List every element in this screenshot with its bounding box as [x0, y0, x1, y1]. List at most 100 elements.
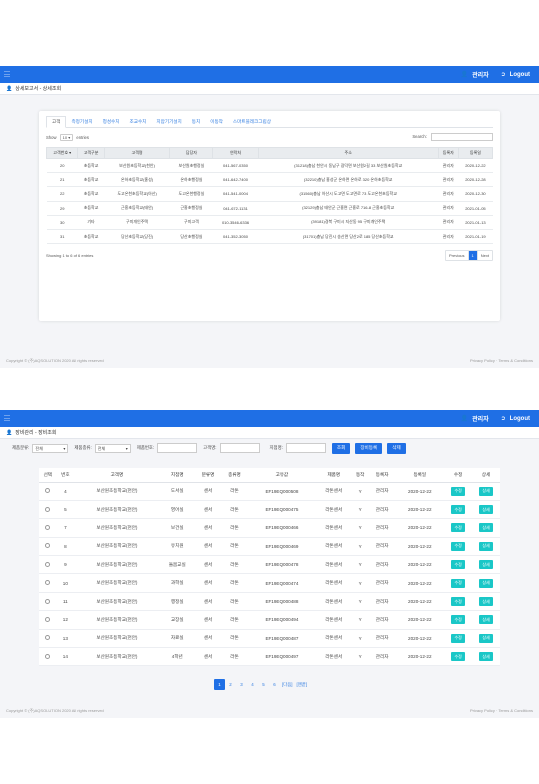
edit-button[interactable]: 수정 [451, 615, 465, 625]
user-menu[interactable]: 👤 관리자 [461, 414, 489, 423]
select-radio[interactable] [45, 635, 51, 641]
select-radio[interactable] [45, 524, 51, 530]
col-header[interactable]: 고객명 [103, 147, 171, 159]
detail-button[interactable]: 상세 [479, 505, 493, 515]
select-radio[interactable] [45, 580, 51, 586]
menu-toggle-icon[interactable] [4, 71, 10, 77]
table-row[interactable]: 22 초등학교 도고온천초등학교(아산) 도고온천행정실 041-541-0004 (31… [46, 186, 493, 202]
select-radio-cell [39, 537, 57, 557]
col-header[interactable]: 담당자 [169, 147, 214, 159]
breadcrumb: 👤 장비관리 - 장비조회 [0, 427, 539, 439]
previous-button[interactable]: Previous [446, 251, 469, 261]
select-radio[interactable] [45, 506, 51, 512]
edit-button[interactable]: 수정 [451, 486, 465, 496]
detail-button[interactable]: 상세 [479, 615, 493, 625]
edit-button[interactable]: 수정 [451, 505, 465, 515]
table-cell: 2021-01-05 [458, 201, 493, 216]
last-page-link[interactable]: [맨끝] [296, 681, 308, 687]
detail-button[interactable]: 상세 [479, 652, 493, 662]
kind-select[interactable]: 전체 ▾ [94, 443, 131, 453]
detail-button[interactable]: 상세 [479, 633, 493, 643]
edit-button[interactable]: 수정 [451, 541, 465, 551]
page-link[interactable]: 4 [251, 682, 254, 687]
page-link[interactable]: 5 [262, 682, 265, 687]
select-radio[interactable] [45, 598, 51, 604]
table-cell: 과학실 [159, 573, 195, 593]
menu-toggle-icon[interactable] [4, 415, 10, 421]
table-row[interactable]: 20 초등학교 보산원초등학교(천안) 보산원초행정실 041-567-0350 (312… [46, 158, 493, 174]
chevron-down-icon: ▾ [125, 445, 128, 451]
entries-select[interactable]: 10 ▾ [59, 133, 74, 141]
col-header[interactable]: 연락처 [212, 147, 259, 159]
select-radio[interactable] [45, 488, 51, 494]
breadcrumb: 👤 상세보고서 - 상세조회 [0, 83, 539, 95]
table-row[interactable]: 31 초등학교 당산초등학교(당진) 당산초행정실 041-352-3050 (31701… [46, 229, 493, 245]
user-menu[interactable]: 👤 관리자 [461, 70, 489, 79]
tab-sync[interactable]: 동치 [191, 118, 201, 124]
table-info: Showing 1 to 6 of 6 entries [46, 253, 94, 259]
table-cell: EF19EQ000508 [247, 482, 317, 501]
table-cell: 2020-12-22 [395, 573, 445, 593]
detail-button[interactable]: 상세 [479, 597, 493, 607]
table-cell: 2021-01-13 [458, 215, 493, 230]
table-cell: 4 [56, 482, 75, 501]
tab-meter-install[interactable]: 측정기설치 [71, 118, 93, 124]
col-header[interactable]: 등록자 [437, 147, 459, 159]
copyright: Copyright © (주)AQSOLUTION 2020 All right… [6, 358, 104, 363]
delete-button[interactable]: 삭제 [387, 442, 406, 454]
type-select[interactable]: 전체 ▾ [32, 443, 69, 453]
table-footer: Showing 1 to 6 of 6 entries Previous 1 N… [46, 250, 493, 262]
col-header[interactable]: 고객구분 [77, 147, 105, 159]
edit-button[interactable]: 수정 [451, 633, 465, 643]
page-link[interactable]: 1 [214, 679, 225, 690]
next-button[interactable]: Next [480, 253, 489, 259]
edit-button[interactable]: 수정 [451, 578, 465, 588]
select-radio[interactable] [45, 561, 51, 567]
footer-links[interactable]: Privacy Policy · Terms & Conditions [469, 708, 533, 713]
register-device-button[interactable]: 장비등록 [355, 442, 383, 454]
serial-input[interactable] [157, 443, 198, 453]
edit-button[interactable]: 수정 [451, 652, 465, 662]
table-cell: 초등학교 [77, 201, 105, 216]
table-cell: 2020-12-22 [395, 518, 445, 538]
tab-customer[interactable]: 고객 [46, 116, 67, 128]
edit-button[interactable]: 수정 [451, 560, 465, 570]
table-controls: Show 10 ▾ entries Search: [46, 133, 493, 141]
action-cell: 수정 [444, 482, 473, 501]
col-header[interactable]: 고객번호 ▾ [45, 147, 79, 159]
select-radio[interactable] [45, 653, 51, 659]
table-row[interactable]: 21 초등학교 온하초등학교(홍성) 온하초행정실 041-642-7400 (32210… [46, 172, 493, 188]
edit-button[interactable]: 수정 [451, 597, 465, 607]
col-header[interactable]: 주소 [257, 147, 439, 159]
tab-device-install[interactable]: 치압기기설치 [156, 118, 182, 124]
select-radio[interactable] [45, 543, 51, 549]
page-link[interactable]: 3 [240, 682, 243, 687]
detail-button[interactable]: 상세 [479, 560, 493, 570]
footer-links[interactable]: Privacy Policy · Terms & Conditions [469, 358, 533, 363]
select-radio[interactable] [45, 616, 51, 622]
table-row[interactable]: 30 기타 구미개인주택 구미고객 010-3546-6336 (39181)경북 구미시… [46, 215, 493, 230]
location-input[interactable] [285, 443, 326, 453]
customer-input[interactable] [219, 443, 260, 453]
next-page-link[interactable]: [다음] [282, 681, 293, 687]
detail-button[interactable]: 상세 [479, 486, 493, 496]
search-button[interactable]: 조회 [331, 442, 351, 454]
table-cell: Y [351, 555, 369, 575]
logout-link[interactable]: ➲ Logout [501, 71, 530, 79]
search-input[interactable] [431, 133, 493, 141]
page-current[interactable]: 1 [468, 251, 478, 261]
detail-button[interactable]: 상세 [479, 541, 493, 551]
edit-button[interactable]: 수정 [451, 523, 465, 533]
page-link[interactable]: 2 [229, 682, 232, 687]
detail-button[interactable]: 상세 [479, 578, 493, 588]
table-row[interactable]: 29 초등학교 근흥초등학교(태안) 근흥초행정실 041-672-1131 (32129… [46, 201, 493, 216]
tab-smart-grip[interactable]: 스마트블레크그립상 [232, 118, 271, 124]
col-header[interactable]: 등록일 [457, 147, 494, 159]
table-cell: 라돈 [221, 482, 248, 501]
page-link[interactable]: 6 [273, 682, 276, 687]
tab-move[interactable]: 이동작 [210, 118, 223, 124]
tab-adjust-value[interactable]: 조교수치 [129, 118, 147, 124]
tab-clean-value[interactable]: 청성수치 [102, 118, 120, 124]
logout-link[interactable]: ➲ Logout [501, 415, 530, 423]
detail-button[interactable]: 상세 [479, 523, 493, 533]
